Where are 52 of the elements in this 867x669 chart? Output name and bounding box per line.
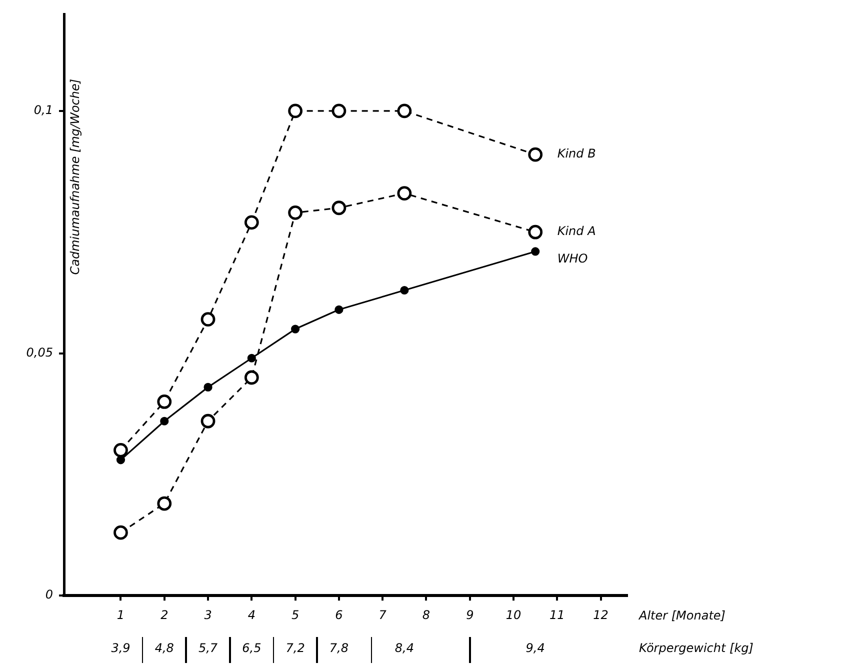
text: 6,5 (242, 641, 262, 656)
point (397, 104, 412, 118)
x-tick-label: 6 (335, 608, 344, 622)
x-tick-label: 5 (291, 608, 300, 622)
x-tick-label: 9 (466, 608, 474, 622)
point (531, 247, 540, 256)
series-label: Kind A (557, 224, 596, 238)
x-tick-label: 8 (422, 608, 430, 622)
y-tick-label: 0,05 (26, 345, 53, 360)
x-tick-label: 12 (593, 608, 608, 622)
text: 9,4 (526, 641, 545, 656)
point (200, 414, 216, 428)
point (157, 394, 172, 409)
point (200, 312, 216, 327)
text: Körpergewicht [kg] (639, 641, 754, 656)
series-label: Kind B (557, 146, 596, 161)
point (332, 200, 346, 216)
point (247, 354, 256, 362)
text: 3,9 (111, 641, 130, 656)
point (244, 215, 259, 230)
point (528, 224, 543, 240)
x-tick-label: 10 (506, 608, 522, 622)
point (528, 147, 543, 162)
point (334, 305, 344, 314)
y-tick-label: 0,1 (34, 103, 53, 118)
x-axis-title: Alter [Monate] (638, 608, 726, 623)
point (288, 104, 303, 118)
y-axis-title: Cadmiumaufnahme [mg/Woche] (68, 78, 82, 275)
point (288, 206, 303, 220)
y-tick-label: 0 (45, 588, 54, 602)
point (291, 324, 300, 334)
point (204, 382, 212, 392)
x-tick-label: 1 (116, 608, 125, 622)
x-tick-label: 3 (204, 608, 212, 622)
x-tick-label: 11 (550, 608, 565, 622)
text: 5,7 (198, 641, 218, 656)
point (157, 496, 172, 511)
point (244, 370, 259, 385)
x-tick-label: 2 (160, 608, 168, 622)
x-tick-label: 4 (248, 608, 256, 622)
text: 7,8 (329, 641, 349, 656)
point (160, 416, 169, 426)
point (114, 525, 128, 540)
x-tick-label: 7 (378, 608, 387, 622)
text: 8,4 (394, 641, 414, 656)
point (332, 104, 346, 118)
text: 7,2 (286, 641, 305, 656)
point (114, 443, 128, 458)
point (400, 286, 409, 295)
point (397, 186, 412, 201)
series-label: WHO (557, 252, 588, 266)
text: 4,8 (154, 641, 174, 656)
